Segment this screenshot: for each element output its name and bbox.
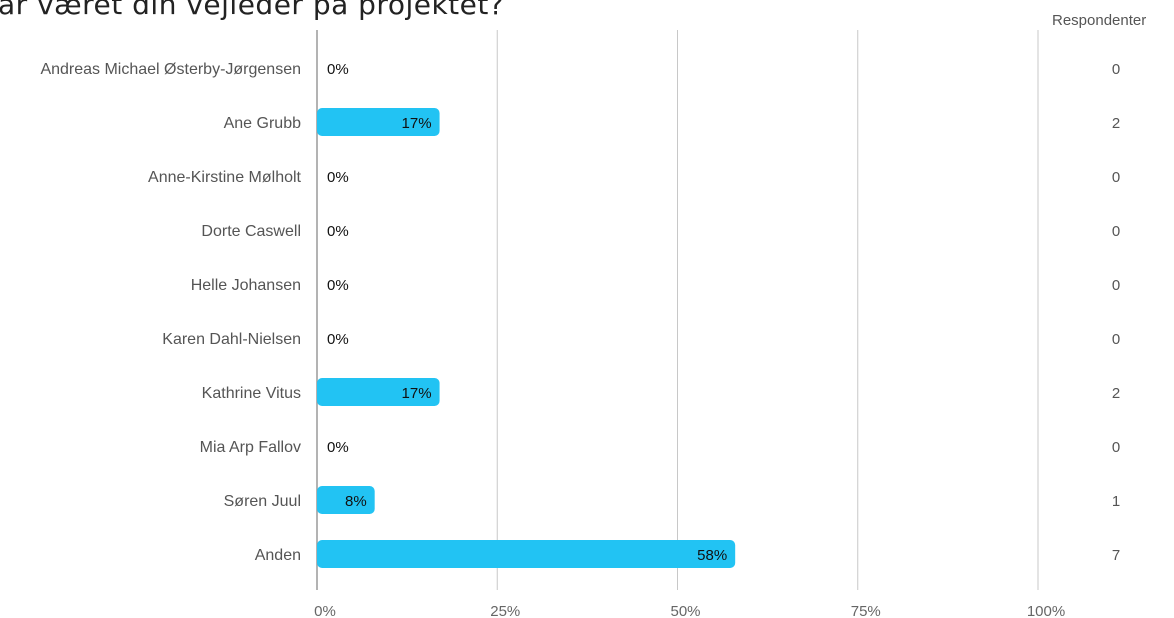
category-label: Helle Johansen <box>191 277 301 294</box>
value-label: 8% <box>345 493 367 510</box>
category-label: Søren Juul <box>224 493 301 510</box>
bar <box>317 540 736 568</box>
respondent-count: 0 <box>1112 331 1120 348</box>
x-tick-label: 50% <box>670 603 700 618</box>
respondent-count: 2 <box>1112 115 1120 132</box>
respondent-count: 0 <box>1112 277 1120 294</box>
category-label: Karen Dahl-Nielsen <box>162 331 301 348</box>
category-label: Mia Arp Fallov <box>200 439 301 456</box>
respondents-header: Respondenter <box>1052 12 1147 29</box>
category-label: Anne-Kirstine Mølholt <box>148 169 302 186</box>
chart-title: ar været din vejleder på projektet? <box>0 0 505 21</box>
value-label: 17% <box>402 115 432 132</box>
x-tick-label: 0% <box>314 603 336 618</box>
respondent-count: 7 <box>1112 547 1120 564</box>
value-label: 0% <box>327 277 349 294</box>
respondent-count: 0 <box>1112 169 1120 186</box>
bar <box>317 486 375 514</box>
category-label: Kathrine Vitus <box>202 385 301 402</box>
value-label: 0% <box>327 331 349 348</box>
bar <box>317 108 440 136</box>
respondent-count: 1 <box>1112 493 1120 510</box>
respondent-count: 0 <box>1112 439 1120 456</box>
category-label: Anden <box>255 547 301 564</box>
category-label: Dorte Caswell <box>201 223 301 240</box>
respondent-count: 0 <box>1112 61 1120 78</box>
category-label: Ane Grubb <box>224 115 301 132</box>
value-label: 58% <box>697 547 727 564</box>
x-tick-label: 25% <box>490 603 520 618</box>
respondent-count: 0 <box>1112 223 1120 240</box>
category-label: Andreas Michael Østerby-Jørgensen <box>40 61 301 78</box>
value-label: 0% <box>327 61 349 78</box>
value-label: 0% <box>327 169 349 186</box>
value-label: 17% <box>402 385 432 402</box>
bar <box>317 378 440 406</box>
x-tick-label: 75% <box>851 603 881 618</box>
value-label: 0% <box>327 223 349 240</box>
respondent-count: 2 <box>1112 385 1120 402</box>
value-label: 0% <box>327 439 349 456</box>
x-tick-label: 100% <box>1027 603 1065 618</box>
